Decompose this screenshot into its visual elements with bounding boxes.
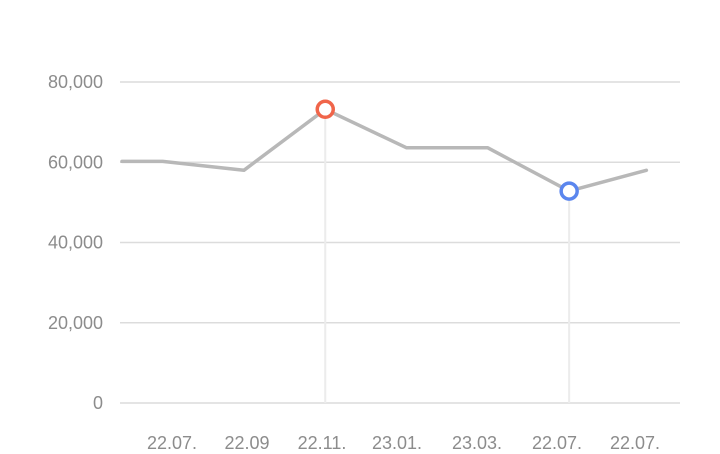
grid bbox=[120, 81, 680, 404]
series bbox=[120, 107, 649, 193]
x-axis-ticks: 22.07. 22.09 22.11. 23.01. 23.03. 22.07. 22.07… bbox=[147, 433, 660, 453]
x-tick-label: 22.07. bbox=[147, 433, 197, 453]
series-line bbox=[120, 107, 649, 193]
x-tick-label: 23.03. bbox=[452, 433, 502, 453]
x-tick-label: 22.07. bbox=[610, 433, 660, 453]
y-tick-label: 40,000 bbox=[48, 233, 103, 253]
y-tick-label: 80,000 bbox=[48, 72, 103, 92]
y-axis-ticks: 0 20,000 40,000 60,000 80,000 bbox=[48, 72, 103, 413]
x-tick-label: 22.09 bbox=[224, 433, 269, 453]
x-tick-label: 22.11. bbox=[298, 433, 347, 453]
highlight-guides bbox=[324, 109, 571, 403]
y-tick-label: 20,000 bbox=[48, 313, 103, 333]
x-tick-label: 23.01. bbox=[372, 433, 422, 453]
y-tick-label: 60,000 bbox=[48, 152, 103, 172]
markers bbox=[315, 99, 579, 201]
y-tick-label: 0 bbox=[93, 393, 103, 413]
min-point-marker[interactable] bbox=[559, 181, 579, 201]
max-point-marker[interactable] bbox=[315, 99, 335, 120]
x-tick-label: 22.07. bbox=[532, 433, 582, 453]
